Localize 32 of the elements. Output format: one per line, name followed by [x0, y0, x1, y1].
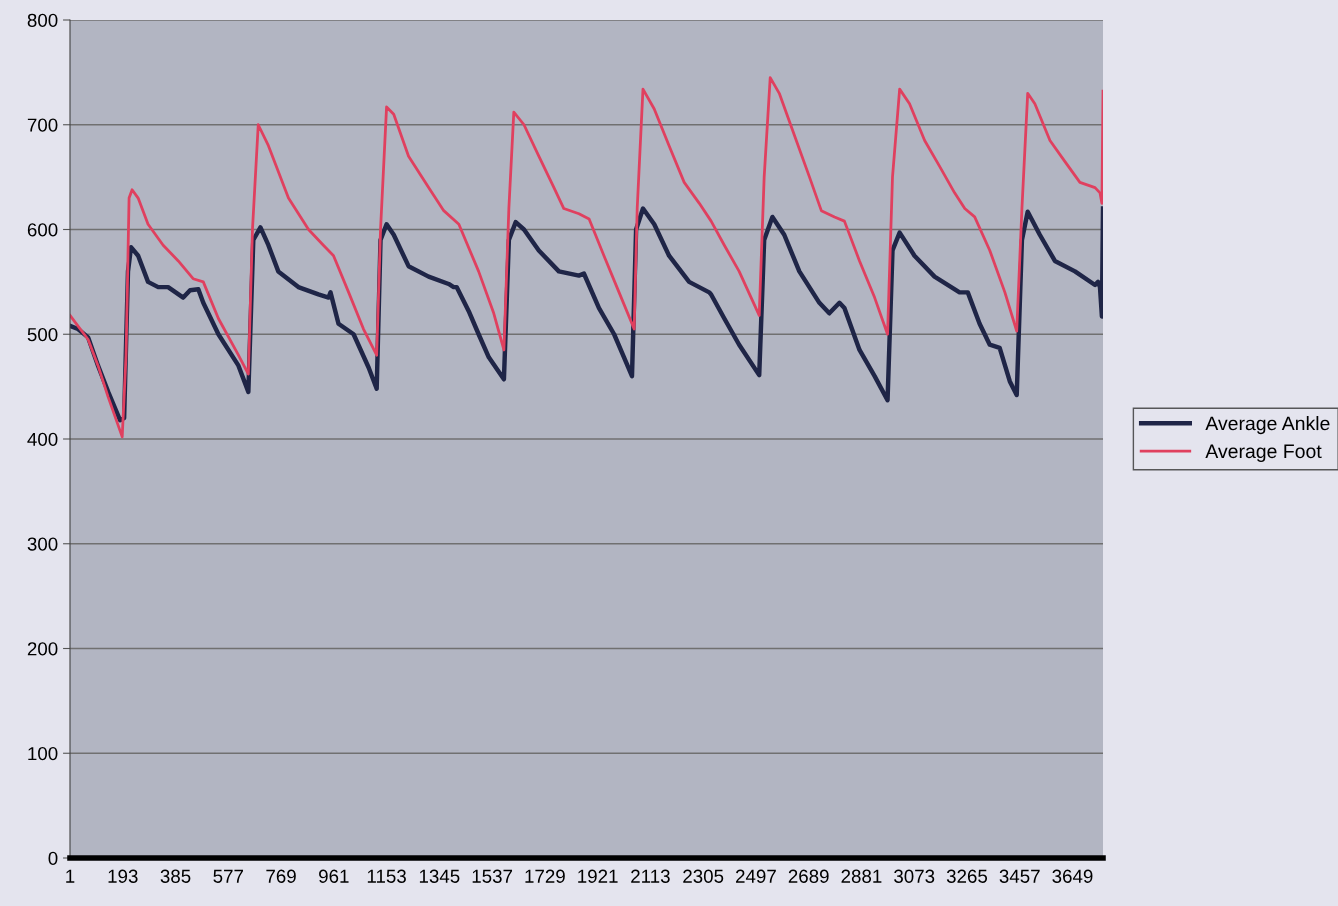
y-tick-label: 800	[27, 13, 58, 27]
x-tick-label: 961	[319, 869, 349, 883]
y-tick-label: 300	[27, 537, 58, 551]
legend-label: Average Ankle	[1205, 416, 1330, 435]
x-tick-label: 1153	[367, 869, 406, 883]
x-tick-label: 3457	[999, 869, 1040, 883]
x-tick-label: 1729	[525, 869, 565, 883]
legend-label: Average Foot	[1205, 444, 1322, 462]
x-tick-label: 1345	[419, 869, 460, 883]
x-tick-label: 1	[66, 869, 75, 883]
x-tick-label: 769	[266, 869, 296, 883]
x-tick-label: 577	[213, 869, 243, 883]
y-tick-label: 400	[27, 432, 58, 446]
x-tick-label: 1921	[578, 869, 618, 883]
y-tick-label: 0	[48, 851, 58, 865]
x-tick-label: 385	[160, 869, 191, 883]
y-tick-label: 600	[27, 223, 58, 237]
x-tick-label: 3073	[894, 869, 935, 883]
y-tick-label: 100	[28, 746, 58, 761]
line-series	[70, 76, 1103, 439]
x-tick-label: 1537	[472, 869, 513, 883]
x-tick-label: 2497	[736, 869, 776, 883]
x-tick-label: 2689	[788, 869, 829, 883]
x-tick-label: 2305	[683, 869, 724, 883]
y-tick-label: 700	[27, 118, 58, 132]
x-tick-label: 3265	[946, 869, 988, 883]
x-tick-label: 2881	[841, 869, 882, 883]
x-tick-label: 2113	[631, 869, 670, 883]
x-tick-label: 193	[108, 869, 138, 883]
y-tick-label: 500	[27, 327, 58, 342]
x-tick-label: 3649	[1052, 869, 1093, 883]
y-tick-label: 200	[27, 642, 58, 656]
